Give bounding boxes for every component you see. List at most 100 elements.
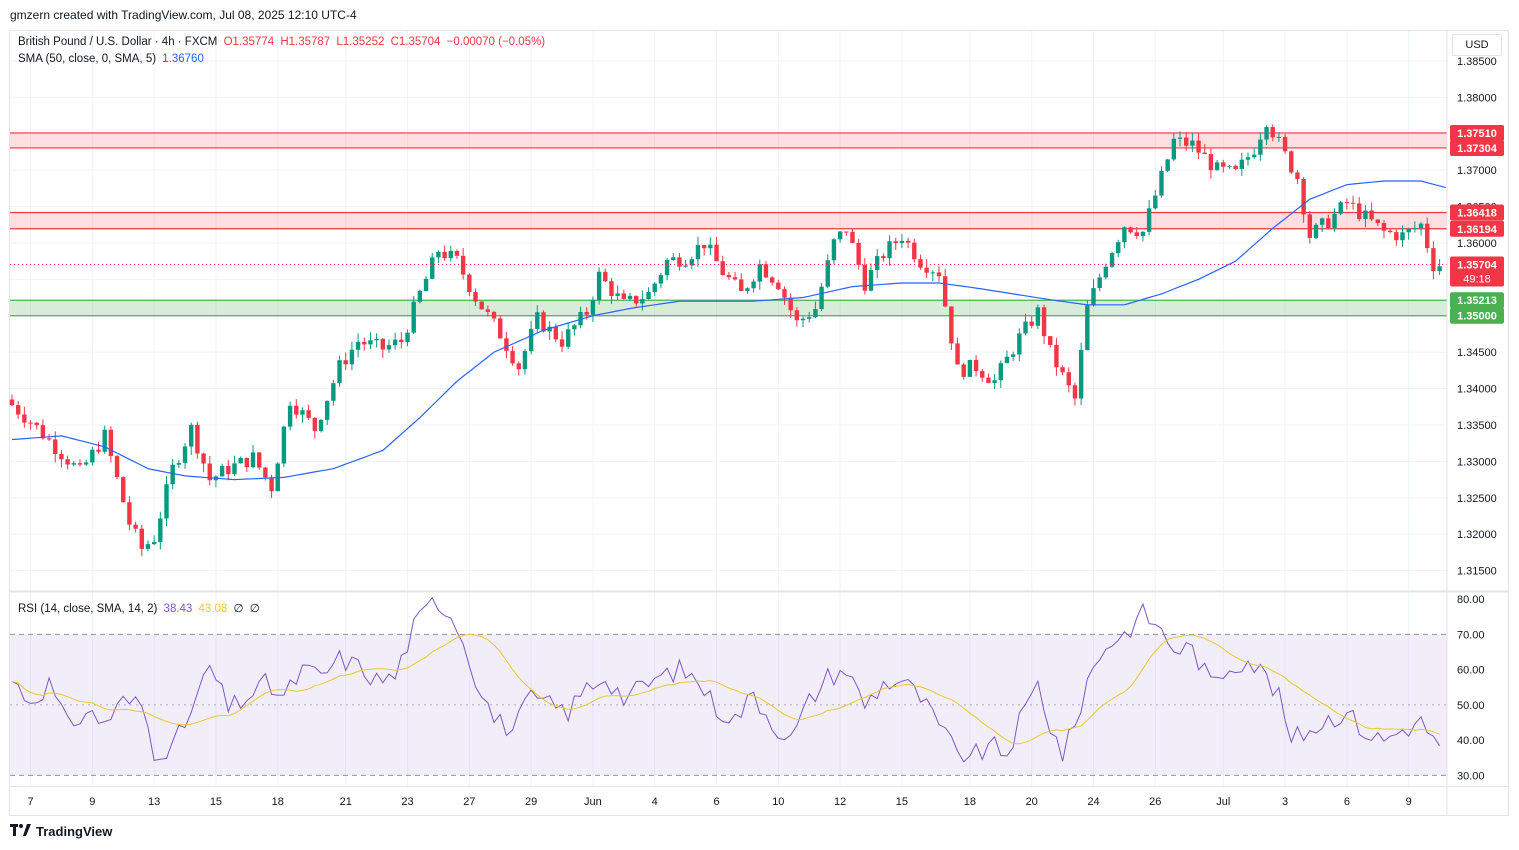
candle-body [1369, 210, 1374, 220]
level-label-box [1450, 220, 1504, 237]
candle-body [102, 429, 107, 452]
candle-body [633, 295, 639, 304]
level-label: 1.36418 [1457, 207, 1497, 219]
candle-body [881, 256, 886, 259]
rsi-legend: RSI (14, close, SMA, 14, 2) 38.43 43.08 … [18, 601, 263, 615]
candle-body [1350, 202, 1356, 204]
candle-body [238, 457, 243, 464]
candle-body [671, 257, 676, 261]
candle-body [139, 528, 144, 549]
candle-body [745, 288, 750, 291]
price-tick-label: 1.36000 [1457, 238, 1497, 250]
candle-body [1363, 210, 1368, 220]
rsi-extra-2: ∅ [249, 603, 260, 615]
candle-body [689, 259, 694, 266]
candle-body [646, 292, 651, 300]
candle-body [1221, 162, 1226, 167]
candle-body [1140, 231, 1146, 237]
candle-body [609, 281, 614, 296]
candle-body [1153, 195, 1158, 209]
time-tick-label: 10 [772, 796, 784, 808]
candle-body [1010, 354, 1016, 357]
level-label-box [1450, 204, 1504, 221]
axes: 1.385001.380001.375001.370001.365001.360… [10, 31, 1508, 815]
time-tick-label: 23 [401, 796, 413, 808]
candle-body [1109, 253, 1115, 267]
candle-body [1085, 305, 1090, 350]
candle-body [1394, 232, 1399, 241]
candle-body [312, 417, 318, 431]
candle-body [627, 295, 633, 299]
candle-body [992, 380, 997, 383]
candle-body [1035, 307, 1041, 326]
candle-body [887, 241, 892, 259]
price-tick-label: 1.33000 [1457, 456, 1497, 468]
candle-body [417, 291, 423, 302]
price-tick-label: 1.33500 [1457, 420, 1497, 432]
time-tick-label: 27 [463, 796, 475, 808]
candle-body [467, 274, 472, 293]
candle-body [868, 270, 874, 291]
candle-body [1041, 307, 1047, 337]
candle-body [1258, 139, 1263, 155]
candle-body [825, 260, 830, 287]
candle-body [83, 462, 89, 465]
candle-body [269, 477, 274, 492]
candle-body [732, 277, 738, 280]
candle-body [460, 255, 466, 275]
candle-body [664, 260, 670, 276]
candle-body [1184, 137, 1189, 146]
candle-body [584, 311, 589, 315]
candle-body [1048, 336, 1053, 345]
rsi-tick-label: 50.00 [1457, 700, 1485, 712]
candle-body [701, 245, 707, 249]
candle-body [442, 251, 447, 259]
price-tick-label: 1.32500 [1457, 493, 1497, 505]
level-label-box [1450, 292, 1504, 309]
time-tick-label: 4 [652, 796, 658, 808]
zone-support [10, 300, 1447, 316]
candle-body [491, 311, 497, 319]
candle-body [918, 259, 923, 268]
candle-body [121, 477, 126, 503]
candle-body [1375, 219, 1380, 224]
candle-body [28, 422, 33, 424]
candle-body [300, 410, 305, 415]
candle-body [980, 371, 985, 378]
candle-body [751, 281, 756, 289]
rsi-value: 38.43 [163, 603, 193, 615]
candle-body [287, 405, 293, 427]
time-tick-label: 6 [713, 796, 719, 808]
rsi-line [11, 596, 1441, 763]
candle-body [640, 299, 645, 304]
candle-body [250, 452, 256, 468]
candle-body [158, 518, 163, 543]
candle-body [294, 405, 299, 415]
rsi-tick-label: 70.00 [1457, 629, 1485, 641]
candle-body [856, 242, 861, 265]
candle-body [578, 311, 583, 326]
candle-body [127, 502, 132, 525]
price-tick-label: 1.34000 [1457, 384, 1497, 396]
candle-body [399, 339, 404, 343]
currency-button[interactable]: USD [1452, 34, 1502, 56]
candle-body [40, 425, 46, 439]
candle-body [133, 524, 138, 529]
time-tick-label: 6 [1344, 796, 1350, 808]
candle-body [807, 317, 812, 319]
candle-body [1103, 266, 1109, 278]
candle-body [1431, 248, 1436, 272]
time-tick-label: 9 [89, 796, 95, 808]
candle-body [380, 338, 385, 350]
candle-body [1313, 224, 1319, 238]
candle-body [77, 463, 83, 465]
candle-body [875, 256, 880, 271]
candle-body [479, 301, 484, 310]
candle-body [1289, 151, 1294, 173]
candle-body [1159, 170, 1164, 196]
candle-body [683, 265, 688, 267]
candle-body [893, 241, 898, 244]
candle-body [257, 452, 262, 468]
candle-body [1165, 159, 1170, 171]
